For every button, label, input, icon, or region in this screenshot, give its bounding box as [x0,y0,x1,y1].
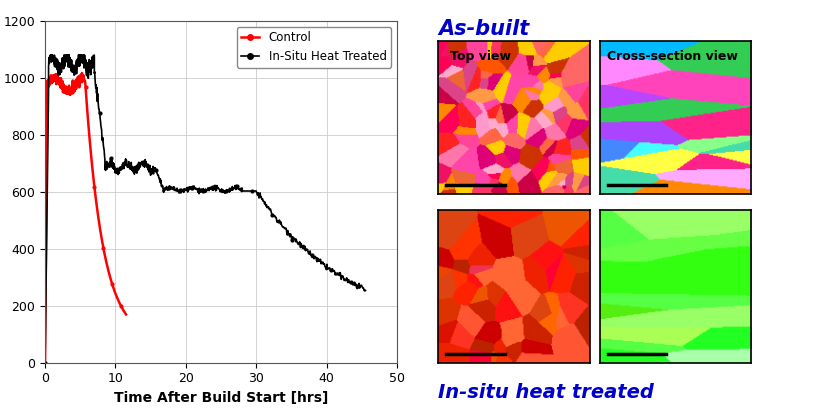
In-Situ Heat Treated [230,183,240,188]
Text: Cross-section view: Cross-section view [607,50,738,63]
X-axis label: Time After Build Start [hrs]: Time After Build Start [hrs] [114,391,328,405]
In-Situ Heat Treated [314,257,324,262]
In-Situ Heat Treated [121,162,131,167]
Line: In-Situ Heat Treated: In-Situ Heat Treated [43,54,367,364]
Text: In-situ heat treated: In-situ heat treated [438,383,654,402]
In-Situ Heat Treated [360,288,370,293]
Control [121,312,131,317]
Control [58,87,68,92]
Text: Top view: Top view [450,50,511,63]
Control [48,79,57,84]
In-Situ Heat Treated [40,360,50,365]
Control [77,70,87,75]
Legend: Control, In-Situ Heat Treated: Control, In-Situ Heat Treated [237,26,391,68]
Control [111,291,120,296]
Line: Control: Control [43,72,128,364]
Text: As-built: As-built [438,19,529,39]
In-Situ Heat Treated [209,183,219,188]
In-Situ Heat Treated [70,72,79,77]
Control [40,360,50,365]
In-Situ Heat Treated [358,286,368,290]
Control [45,82,55,87]
Control [59,82,69,87]
Control [102,264,112,269]
In-Situ Heat Treated [47,52,57,57]
